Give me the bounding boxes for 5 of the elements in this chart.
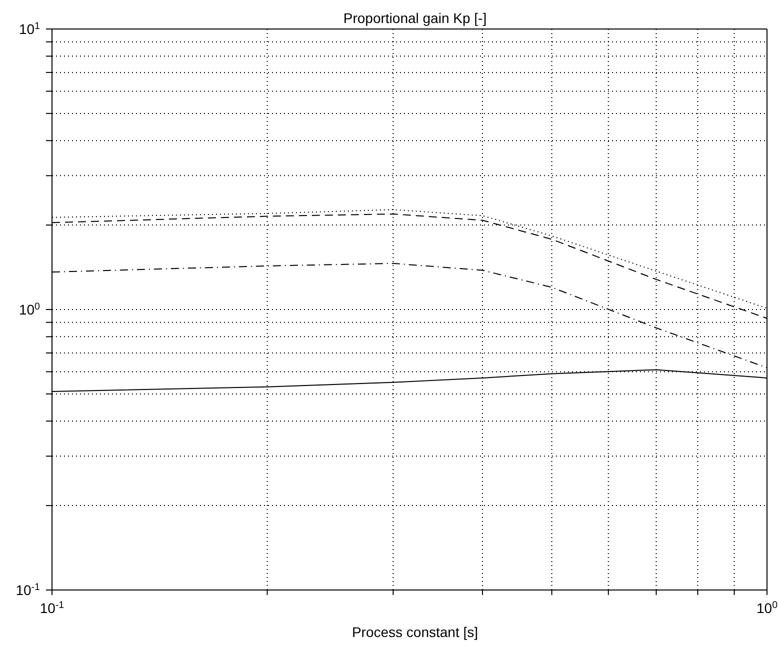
- x-axis-title: Process constant [s]: [350, 624, 480, 640]
- chart-title: Proportional gain Kp [-]: [343, 10, 487, 26]
- y-tick-label: 10$^{1}$: [18, 20, 40, 37]
- y-tick-label: 10$^{0}$: [18, 301, 41, 318]
- y-tick-label: 10$^{-1}$: [16, 582, 40, 598]
